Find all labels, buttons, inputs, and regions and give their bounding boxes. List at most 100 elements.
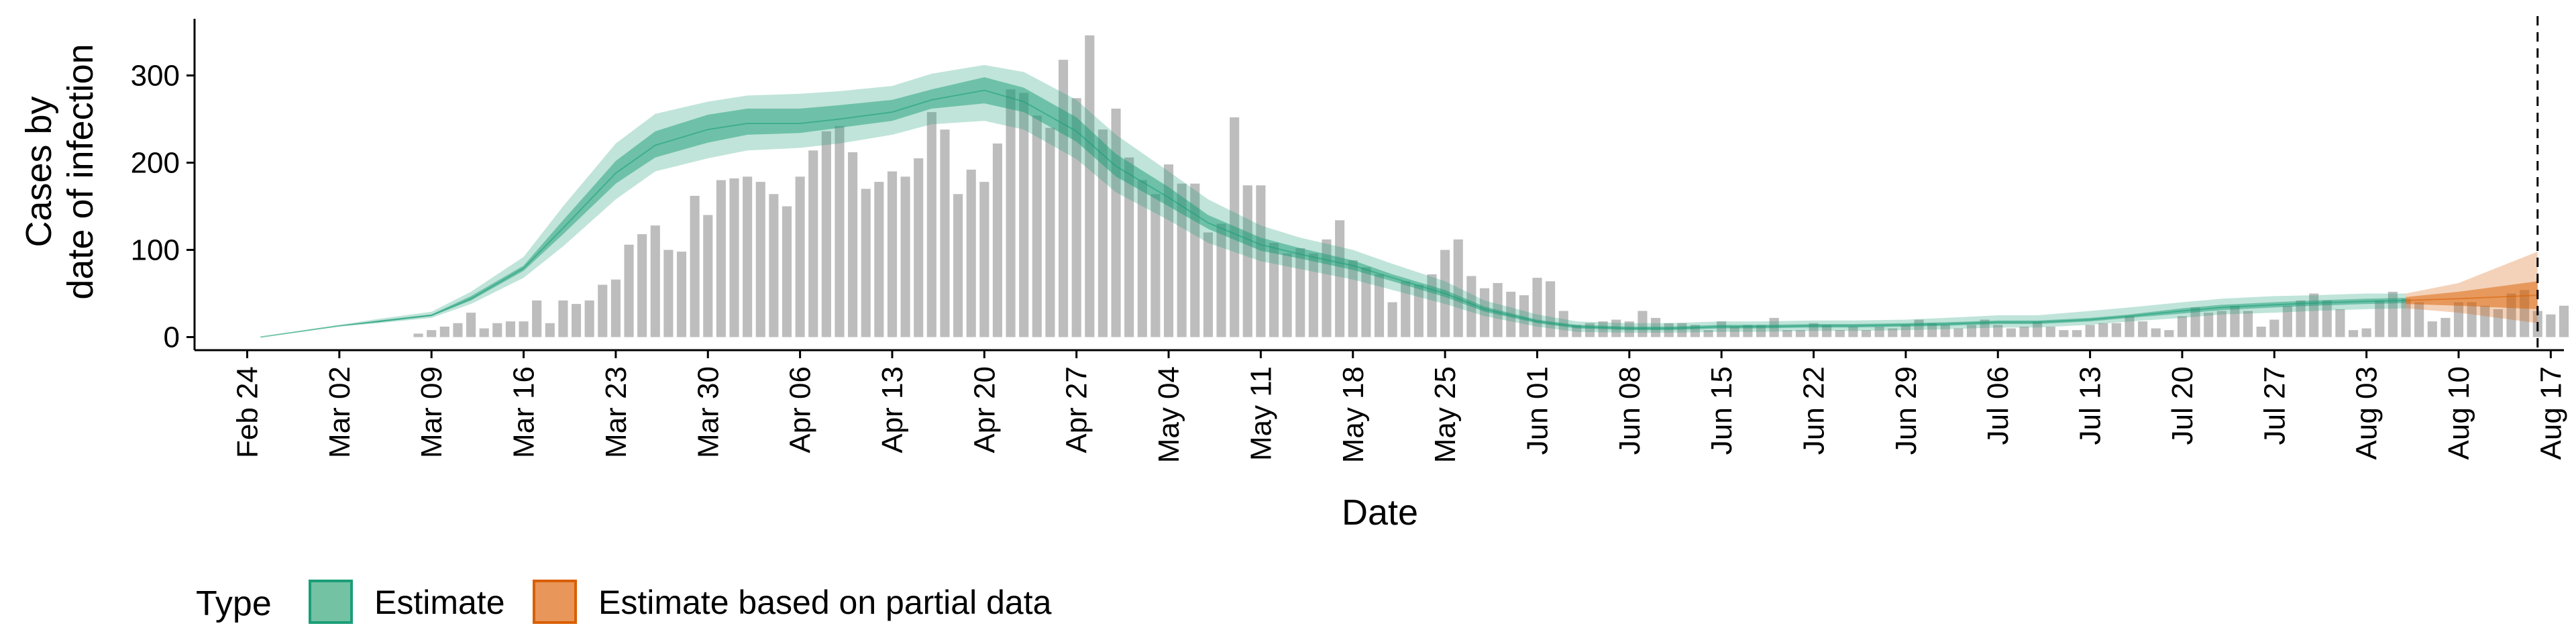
reported-cases-bar [2414, 302, 2424, 337]
x-tick-label: Mar 02 [323, 366, 356, 458]
x-tick-label: Jun 15 [1705, 366, 1738, 455]
reported-cases-bar [2375, 300, 2385, 337]
x-tick-label: May 25 [1429, 366, 1462, 463]
reported-cases-bar [2282, 305, 2292, 337]
partial-estimate-median-line [2406, 294, 2538, 301]
reported-cases-bar [1453, 239, 1463, 337]
x-tick-label: Jun 08 [1613, 366, 1646, 455]
reported-cases-bar [2151, 328, 2161, 337]
reported-cases-bar [1097, 129, 1108, 337]
reported-cases-bar [1729, 326, 1739, 337]
reported-cases-bar [1256, 185, 1266, 337]
x-tick-label: Jun 22 [1798, 366, 1831, 455]
reported-cases-bar [1993, 325, 2003, 337]
reported-cases-bar [755, 182, 765, 337]
reported-cases-bar [2269, 319, 2279, 337]
reported-cases-bar [953, 194, 963, 337]
x-tick-label: Aug 10 [2443, 366, 2475, 460]
y-axis-title-line-1: Cases by [19, 96, 59, 247]
reported-cases-bar [2177, 316, 2188, 337]
reported-cases-bar [1295, 248, 1305, 337]
reported-cases-bar [729, 178, 739, 337]
x-tick-label: Mar 23 [600, 366, 633, 458]
reported-cases-bar [2111, 323, 2121, 337]
reported-cases-bar [782, 206, 792, 337]
reported-cases-bar [966, 169, 976, 337]
legend: Type Estimate Estimate based on partial … [196, 580, 1052, 624]
legend-label-partial-estimate: Estimate based on partial data [598, 584, 1052, 621]
estimate-median-line [260, 89, 2406, 338]
x-tick-label: Apr 27 [1061, 366, 1093, 453]
reported-cases-bar [900, 176, 910, 337]
reported-cases-bar [2401, 299, 2411, 337]
reported-cases-bar [1638, 311, 1648, 337]
reported-cases-bar [1822, 325, 1832, 337]
reported-cases-bar [1150, 194, 1161, 337]
reported-cases-bar [835, 125, 845, 337]
reported-cases-bar [676, 252, 687, 337]
reported-cases-bar [427, 330, 437, 337]
reported-cases-bar [1861, 330, 1872, 337]
reported-cases-bar [479, 328, 489, 337]
reported-cases-bar [439, 326, 449, 337]
y-tick-label: 200 [131, 147, 180, 180]
x-axis-ticks: Feb 24 Mar 02 Mar 09 Mar 16 Mar 23 Mar 30 Apr … [231, 350, 2567, 463]
reported-cases-bar [861, 189, 871, 337]
reported-cases-bar [637, 234, 647, 337]
reported-cases-bar [2493, 309, 2503, 337]
reported-cases-bar [821, 131, 831, 337]
x-tick-label: Aug 03 [2351, 366, 2383, 460]
reported-cases-bar [1703, 330, 1713, 337]
reported-cases-bar [1032, 115, 1042, 337]
reported-cases-bar [1348, 260, 1358, 337]
reported-cases-bar [466, 313, 476, 337]
partial-estimate-band-50 [2406, 281, 2538, 309]
reported-cases-bar [848, 152, 858, 337]
reported-cases-bar [1413, 284, 1424, 337]
reported-cases-bar [2006, 328, 2016, 337]
reported-cases-bar [1387, 302, 1397, 337]
reported-cases-bar [624, 244, 634, 337]
reported-cases-bar [1071, 98, 1081, 337]
reported-cases-bar [519, 321, 529, 337]
reported-cases-bar [940, 129, 950, 337]
reported-cases-bar [584, 300, 594, 337]
reported-cases-bar [2243, 311, 2253, 337]
reported-cases-bar [926, 112, 936, 337]
reported-cases-bar [1361, 267, 1371, 337]
x-tick-label: Apr 13 [876, 366, 909, 453]
reported-cases-bar [1966, 325, 1977, 337]
reported-cases-bar [2440, 317, 2451, 337]
reported-cases-bar [2125, 316, 2135, 337]
reported-cases-bar [1874, 326, 1884, 337]
x-axis-title: Date [1342, 492, 1418, 533]
reported-cases-bar [703, 215, 713, 337]
x-tick-label: Mar 30 [692, 366, 724, 458]
x-tick-label: Jul 27 [2258, 366, 2291, 445]
y-axis-ticks: 0 100 200 300 [131, 60, 195, 354]
x-tick-label: Apr 20 [968, 366, 1001, 453]
reported-cases-bar [2348, 330, 2359, 337]
reported-cases-bar [716, 180, 726, 337]
reported-cases-bar [1401, 281, 1411, 337]
reported-cases-bar [808, 150, 818, 337]
reported-cases-bar [1177, 183, 1187, 337]
reported-cases-bar [1282, 253, 1292, 337]
reported-cases-bar [690, 195, 700, 337]
reported-cases-bar [2098, 323, 2108, 337]
x-tick-label: May 04 [1152, 366, 1185, 463]
reported-cases-bar [769, 194, 779, 337]
reported-cases-bar [1308, 253, 1318, 337]
y-axis-title-line-2: date of infection [60, 44, 101, 299]
x-tick-label: Feb 24 [231, 366, 264, 458]
reported-cases-bar [2033, 321, 2043, 337]
reported-cases-bar [598, 284, 608, 337]
reported-cases-bar [1519, 295, 1529, 337]
reported-cases-bar [2453, 302, 2464, 337]
estimate-band-50 [260, 77, 2406, 337]
reported-cases-bar [1203, 232, 1213, 337]
reported-cases-bar [2559, 305, 2569, 337]
x-tick-label: Mar 09 [415, 366, 448, 458]
reported-cases-bar [2361, 328, 2371, 337]
